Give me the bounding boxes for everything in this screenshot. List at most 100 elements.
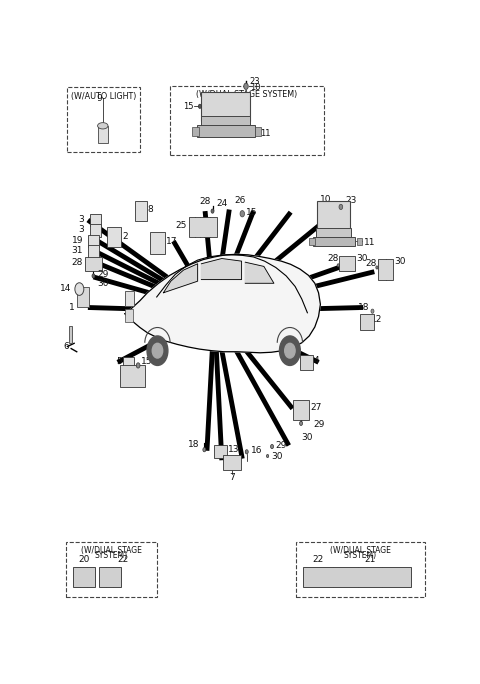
Text: (W/AUTO LIGHT): (W/AUTO LIGHT) [71,92,136,101]
FancyBboxPatch shape [360,314,374,330]
Text: 9: 9 [96,94,102,103]
Text: 28: 28 [366,259,377,268]
Text: 28: 28 [71,258,83,267]
FancyBboxPatch shape [88,235,99,248]
Polygon shape [245,262,274,283]
FancyBboxPatch shape [90,224,101,237]
Text: 18: 18 [359,303,370,312]
FancyBboxPatch shape [189,217,217,237]
FancyBboxPatch shape [73,566,95,587]
FancyBboxPatch shape [309,238,315,246]
FancyBboxPatch shape [316,228,351,240]
Text: 30: 30 [301,433,312,442]
Text: 23: 23 [345,196,357,205]
Circle shape [285,343,295,358]
Text: 28: 28 [199,197,211,206]
Text: 16: 16 [251,446,262,456]
FancyBboxPatch shape [357,238,362,246]
Circle shape [244,83,248,90]
Circle shape [136,363,140,368]
Text: 14: 14 [60,284,71,293]
Circle shape [211,209,214,213]
FancyBboxPatch shape [90,213,101,226]
FancyBboxPatch shape [88,246,99,258]
Text: 13: 13 [228,445,240,454]
FancyBboxPatch shape [223,455,241,470]
FancyBboxPatch shape [293,399,309,420]
Circle shape [147,336,168,365]
FancyBboxPatch shape [254,127,261,136]
Circle shape [245,449,248,454]
Circle shape [337,264,339,267]
Text: 29: 29 [275,441,287,450]
Ellipse shape [97,122,108,129]
Text: 3: 3 [78,215,84,224]
Text: 22: 22 [312,555,324,564]
Circle shape [266,454,269,458]
Circle shape [152,343,163,358]
Circle shape [300,421,302,425]
Circle shape [92,274,95,278]
Polygon shape [202,259,241,280]
FancyBboxPatch shape [97,126,108,143]
FancyBboxPatch shape [197,125,254,137]
FancyBboxPatch shape [125,291,134,306]
Text: (W/DUAL STAGE SYSTEM): (W/DUAL STAGE SYSTEM) [196,90,298,99]
Polygon shape [125,254,321,353]
Text: 12: 12 [371,315,383,324]
Text: 30: 30 [97,279,108,288]
FancyBboxPatch shape [317,200,350,230]
Text: 26: 26 [235,196,246,205]
Text: 11: 11 [363,238,375,247]
FancyBboxPatch shape [123,357,134,369]
FancyBboxPatch shape [107,228,121,248]
Circle shape [240,211,244,217]
FancyBboxPatch shape [150,232,165,254]
Text: 20: 20 [79,555,90,564]
FancyBboxPatch shape [84,257,102,271]
Text: 29: 29 [313,420,324,429]
Text: 27: 27 [310,403,321,412]
Text: (W/DUAL STAGE: (W/DUAL STAGE [81,546,142,555]
Text: (W/DUAL STAGE: (W/DUAL STAGE [330,546,391,555]
Text: 1: 1 [69,303,75,312]
FancyBboxPatch shape [313,237,355,246]
Text: 10: 10 [250,83,260,92]
Text: 8: 8 [148,205,154,214]
Text: 30: 30 [271,451,283,460]
FancyBboxPatch shape [125,308,132,321]
Text: 15: 15 [141,357,153,366]
Text: 29: 29 [97,270,108,279]
Text: 24: 24 [216,199,228,208]
Text: SYSTEM): SYSTEM) [95,551,128,560]
Text: 3: 3 [78,225,84,234]
Text: 25: 25 [175,221,186,230]
FancyBboxPatch shape [300,355,313,369]
Text: 17: 17 [167,237,178,246]
Circle shape [279,336,300,365]
Polygon shape [163,264,198,293]
FancyBboxPatch shape [135,201,147,221]
Text: 11: 11 [260,129,271,138]
Text: 4: 4 [314,356,319,365]
Circle shape [75,282,84,295]
Text: 6: 6 [64,342,70,351]
FancyBboxPatch shape [192,127,199,136]
Text: 5: 5 [117,357,122,366]
Text: 15: 15 [246,208,257,218]
FancyBboxPatch shape [303,566,411,587]
Text: 31: 31 [72,246,83,255]
Text: 22: 22 [118,555,129,564]
FancyBboxPatch shape [69,326,72,343]
Text: SYSTEM): SYSTEM) [344,551,377,560]
Text: 28: 28 [327,254,338,263]
Circle shape [371,309,374,313]
FancyBboxPatch shape [202,92,250,121]
Text: 30: 30 [356,254,368,263]
FancyBboxPatch shape [120,365,144,386]
Text: 18: 18 [188,440,200,449]
Text: 15: 15 [183,102,193,111]
FancyBboxPatch shape [378,259,393,280]
FancyBboxPatch shape [214,445,227,458]
Text: 2: 2 [122,233,128,241]
